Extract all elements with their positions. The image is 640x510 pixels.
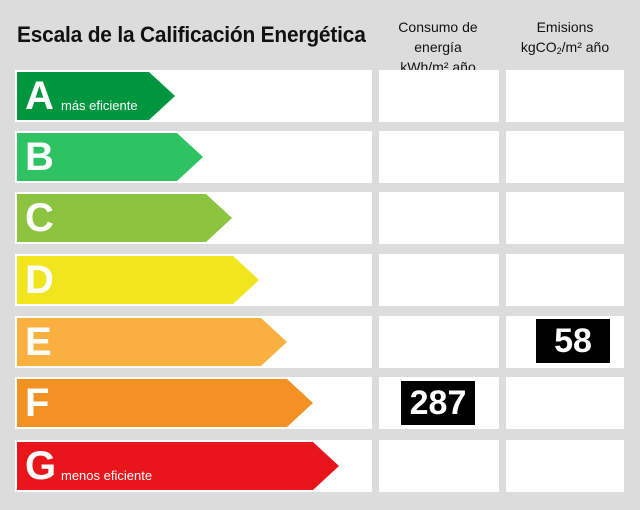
rating-label-box: B [15,131,372,183]
consumo-cell: 287 [379,377,499,429]
consumo-cell [379,70,499,122]
consumo-cell [379,192,499,244]
rating-label-box: F [15,377,372,429]
emision-cell: 58 [506,316,624,368]
consumo-cell [379,316,499,368]
emision-cell [506,254,624,306]
emision-cell [506,192,624,244]
emision-cell [506,440,624,492]
rating-arrow-f: F [17,379,313,427]
emision-cell [506,70,624,122]
rating-note: menos eficiente [61,468,153,483]
emision-value-badge: 58 [536,319,610,363]
rating-letter: A [25,74,54,118]
consumo-cell [379,440,499,492]
emisions-header: Emisions kgCO2/m² año [504,17,626,57]
page-title: Escala de la Calificación Energética [17,22,366,47]
rating-letter: D [25,258,54,302]
rating-letter: C [25,196,54,240]
rating-letter: B [25,135,54,179]
rating-label-box: D [15,254,372,306]
emisions-header-label: Emisions [536,19,594,35]
rating-letter: E [25,320,52,364]
consumo-cell [379,131,499,183]
consumo-header: Consumo de energía kWh/m² año [377,17,499,77]
emision-cell [506,377,624,429]
rating-arrow-d: D [17,256,259,304]
emisions-header-unit: kgCO2/m² año [520,39,610,56]
consumo-cell [379,254,499,306]
rating-label-box: E [15,316,372,368]
rating-arrow-e: E [17,318,287,366]
emision-cell [506,131,624,183]
rating-arrow-b: B [17,133,203,181]
rating-letter: F [25,381,50,425]
rating-letter: G [25,444,57,488]
consumo-header-label: Consumo de energía [398,19,478,55]
consumo-value-badge: 287 [401,381,475,425]
rating-arrow-c: C [17,194,232,242]
rating-note: más eficiente [61,98,138,113]
rating-label-box: C [15,192,372,244]
